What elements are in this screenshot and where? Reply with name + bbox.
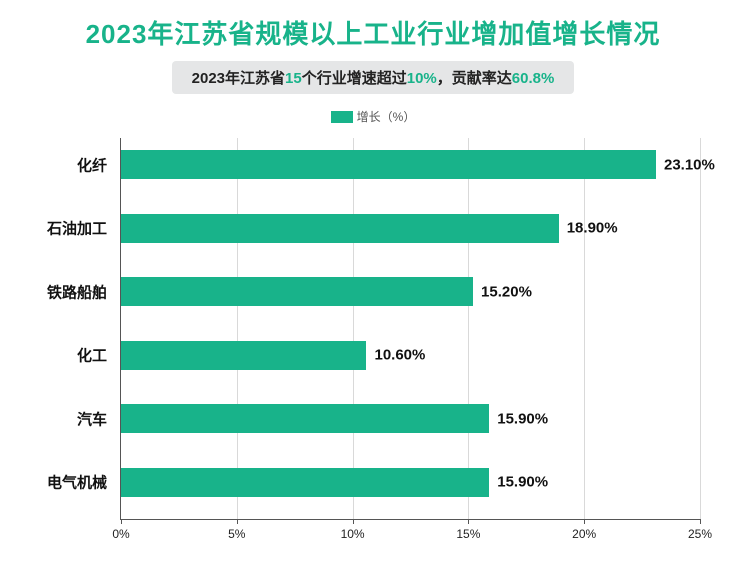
gridline	[700, 138, 701, 519]
x-tick-mark	[237, 519, 238, 524]
category-label: 铁路船舶	[47, 281, 121, 302]
x-tick-mark	[700, 519, 701, 524]
bar-value-label: 18.90%	[559, 220, 618, 237]
x-tick-label: 20%	[572, 527, 596, 541]
subtitle-hl: 10%	[407, 70, 437, 87]
subtitle-seg: 2023年江苏省	[192, 70, 285, 87]
category-label: 化纤	[77, 154, 121, 175]
legend-label: 增长（%）	[357, 110, 416, 124]
legend-swatch	[331, 111, 353, 123]
bar: 15.90%	[121, 404, 489, 433]
x-tick-label: 15%	[456, 527, 480, 541]
chart-subtitle: 2023年江苏省15个行业增速超过10%，贡献率达60.8%	[172, 61, 575, 94]
bar-row: 23.10%	[121, 150, 700, 179]
gridline	[584, 138, 585, 519]
x-tick-mark	[121, 519, 122, 524]
bar-value-label: 15.20%	[473, 283, 532, 300]
bar: 15.20%	[121, 277, 473, 306]
bar-row: 15.90%	[121, 468, 700, 497]
category-label: 电气机械	[47, 472, 121, 493]
x-tick-label: 25%	[688, 527, 712, 541]
x-tick-label: 10%	[341, 527, 365, 541]
subtitle-hl: 60.8%	[512, 70, 555, 87]
bar-row: 18.90%	[121, 214, 700, 243]
bar-value-label: 15.90%	[489, 474, 548, 491]
chart-area: 0%5%10%15%20%25%化纤23.10%石油加工18.90%铁路船舶15…	[38, 138, 708, 540]
category-label: 化工	[77, 345, 121, 366]
bar-value-label: 23.10%	[656, 156, 715, 173]
plot-region: 0%5%10%15%20%25%化纤23.10%石油加工18.90%铁路船舶15…	[120, 138, 700, 520]
x-tick-mark	[353, 519, 354, 524]
legend: 增长（%）	[0, 108, 746, 125]
bar: 10.60%	[121, 341, 366, 370]
chart-title: 2023年江苏省规模以上工业行业增加值增长情况	[0, 0, 746, 51]
subtitle-container: 2023年江苏省15个行业增速超过10%，贡献率达60.8%	[0, 61, 746, 94]
gridline	[237, 138, 238, 519]
subtitle-hl: 15	[285, 70, 302, 87]
gridline	[353, 138, 354, 519]
category-label: 石油加工	[47, 218, 121, 239]
x-tick-label: 0%	[112, 527, 129, 541]
bar-value-label: 15.90%	[489, 410, 548, 427]
subtitle-seg: ，贡献率达	[437, 70, 512, 87]
subtitle-seg: 个行业增速超过	[302, 70, 407, 87]
bar: 15.90%	[121, 468, 489, 497]
gridline	[468, 138, 469, 519]
bar-row: 10.60%	[121, 341, 700, 370]
category-label: 汽车	[77, 408, 121, 429]
bar-row: 15.20%	[121, 277, 700, 306]
bar: 18.90%	[121, 214, 559, 243]
x-tick-mark	[584, 519, 585, 524]
bar-row: 15.90%	[121, 404, 700, 433]
bar-value-label: 10.60%	[366, 347, 425, 364]
bar: 23.10%	[121, 150, 656, 179]
x-tick-label: 5%	[228, 527, 245, 541]
x-tick-mark	[468, 519, 469, 524]
